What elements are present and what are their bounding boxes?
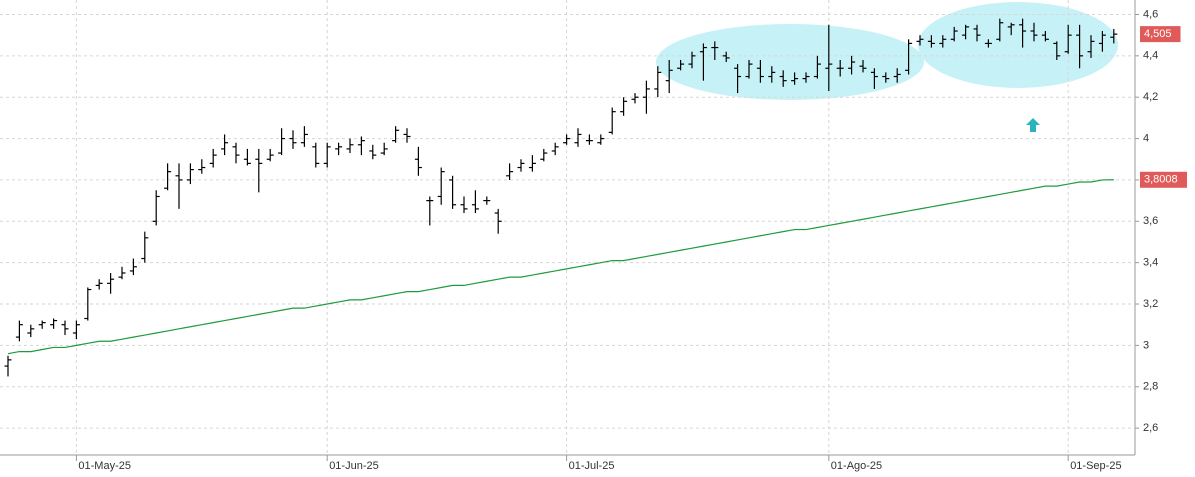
y-tick-label: 3 xyxy=(1143,339,1149,351)
x-tick-label: 01-Jun-25 xyxy=(329,460,379,472)
y-tick-label: 4,2 xyxy=(1143,91,1158,103)
y-tick-label: 2,6 xyxy=(1143,422,1158,434)
price-tag xyxy=(1140,171,1187,188)
arrow-icon xyxy=(1026,118,1040,132)
price-tag-label: 4,505 xyxy=(1144,28,1172,40)
x-tick-label: 01-May-25 xyxy=(78,460,131,472)
x-tick-label: 01-Ago-25 xyxy=(831,460,882,472)
price-tag-label: 3,8008 xyxy=(1144,174,1178,186)
y-tick-label: 3,6 xyxy=(1143,215,1158,227)
y-tick-label: 4,6 xyxy=(1143,8,1158,20)
y-tick-label: 3,2 xyxy=(1143,298,1158,310)
x-tick-label: 01-Jul-25 xyxy=(569,460,615,472)
y-tick-label: 2,8 xyxy=(1143,381,1158,393)
y-tick-label: 4,4 xyxy=(1143,50,1158,62)
moving-average-line xyxy=(7,179,1114,355)
price-tag xyxy=(1140,26,1181,43)
x-tick-label: 01-Sep-25 xyxy=(1070,460,1121,472)
highlight-ellipse xyxy=(656,24,924,100)
y-tick-label: 3,4 xyxy=(1143,257,1158,269)
y-tick-label: 4 xyxy=(1143,132,1149,144)
